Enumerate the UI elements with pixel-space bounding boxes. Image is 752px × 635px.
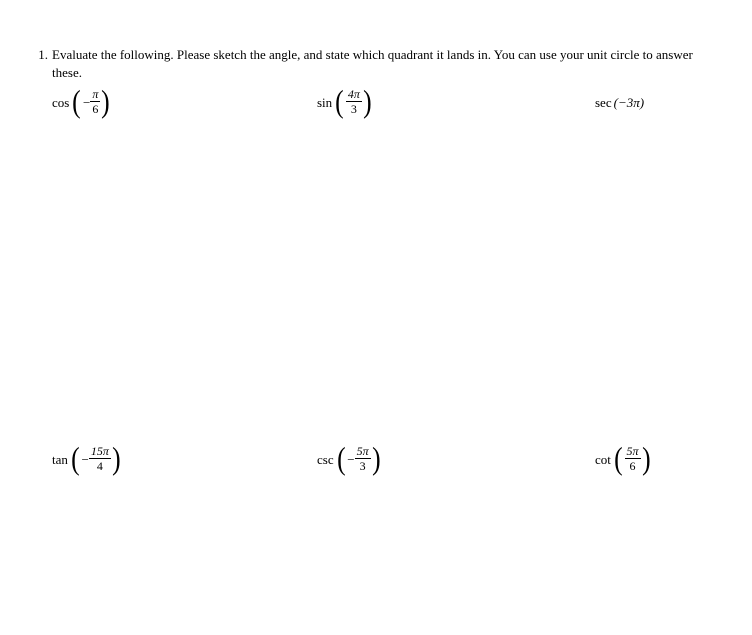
denominator: 4	[89, 458, 111, 472]
fraction: 4π 3	[347, 88, 361, 115]
argument: 5π 6	[624, 446, 641, 473]
numerator: π	[91, 88, 99, 101]
expr-cot: cot ( 5π 6 )	[595, 446, 651, 473]
numerator: 5π	[356, 445, 370, 458]
numerator: 15π	[90, 445, 110, 458]
paren-expr: ( 5π 6 )	[613, 446, 651, 473]
denominator: 6	[625, 458, 641, 472]
fn-label: cos	[52, 95, 69, 111]
neg-sign: −	[82, 452, 89, 468]
denominator: 6	[90, 101, 100, 115]
fn-label: cot	[595, 452, 611, 468]
numerator: 5π	[626, 445, 640, 458]
problem-statement: 1. Evaluate the following. Please sketch…	[30, 46, 722, 81]
argument: − 5π 3	[346, 446, 370, 473]
expr-tan: tan ( − 15π 4 )	[52, 446, 317, 473]
fn-label: sec	[595, 95, 612, 111]
expr-sin: sin ( 4π 3 )	[317, 89, 595, 116]
paren-expr: ( − 15π 4 )	[70, 446, 122, 473]
argument: 4π 3	[345, 89, 362, 116]
argument: − π 6	[82, 89, 100, 116]
expression-row-1: cos ( − π 6 ) sin ( 4	[52, 89, 722, 116]
denominator: 3	[346, 101, 362, 115]
fraction: 5π 6	[626, 445, 640, 472]
fraction: π 6	[91, 88, 99, 115]
denominator: 3	[355, 458, 371, 472]
fraction: 5π 3	[356, 445, 370, 472]
paren-expr: ( − π 6 )	[71, 89, 111, 116]
problem-number: 1.	[30, 46, 48, 64]
flat-argument: (−3π)	[614, 95, 644, 111]
worksheet-page: 1. Evaluate the following. Please sketch…	[0, 0, 752, 473]
fraction: 15π 4	[90, 445, 110, 472]
numerator: 4π	[347, 88, 361, 101]
neg-sign: −	[83, 95, 90, 111]
expression-row-2: tan ( − 15π 4 ) csc ( −	[52, 446, 722, 473]
expr-cos: cos ( − π 6 )	[52, 89, 317, 116]
fn-label: tan	[52, 452, 68, 468]
fn-label: csc	[317, 452, 334, 468]
problem-text: Evaluate the following. Please sketch th…	[52, 46, 722, 81]
fn-label: sin	[317, 95, 332, 111]
expr-csc: csc ( − 5π 3 )	[317, 446, 595, 473]
paren-expr: ( − 5π 3 )	[336, 446, 382, 473]
expr-sec: sec(−3π)	[595, 89, 644, 116]
argument: − 15π 4	[81, 446, 111, 473]
neg-sign: −	[347, 452, 354, 468]
paren-expr: ( 4π 3 )	[334, 89, 372, 116]
